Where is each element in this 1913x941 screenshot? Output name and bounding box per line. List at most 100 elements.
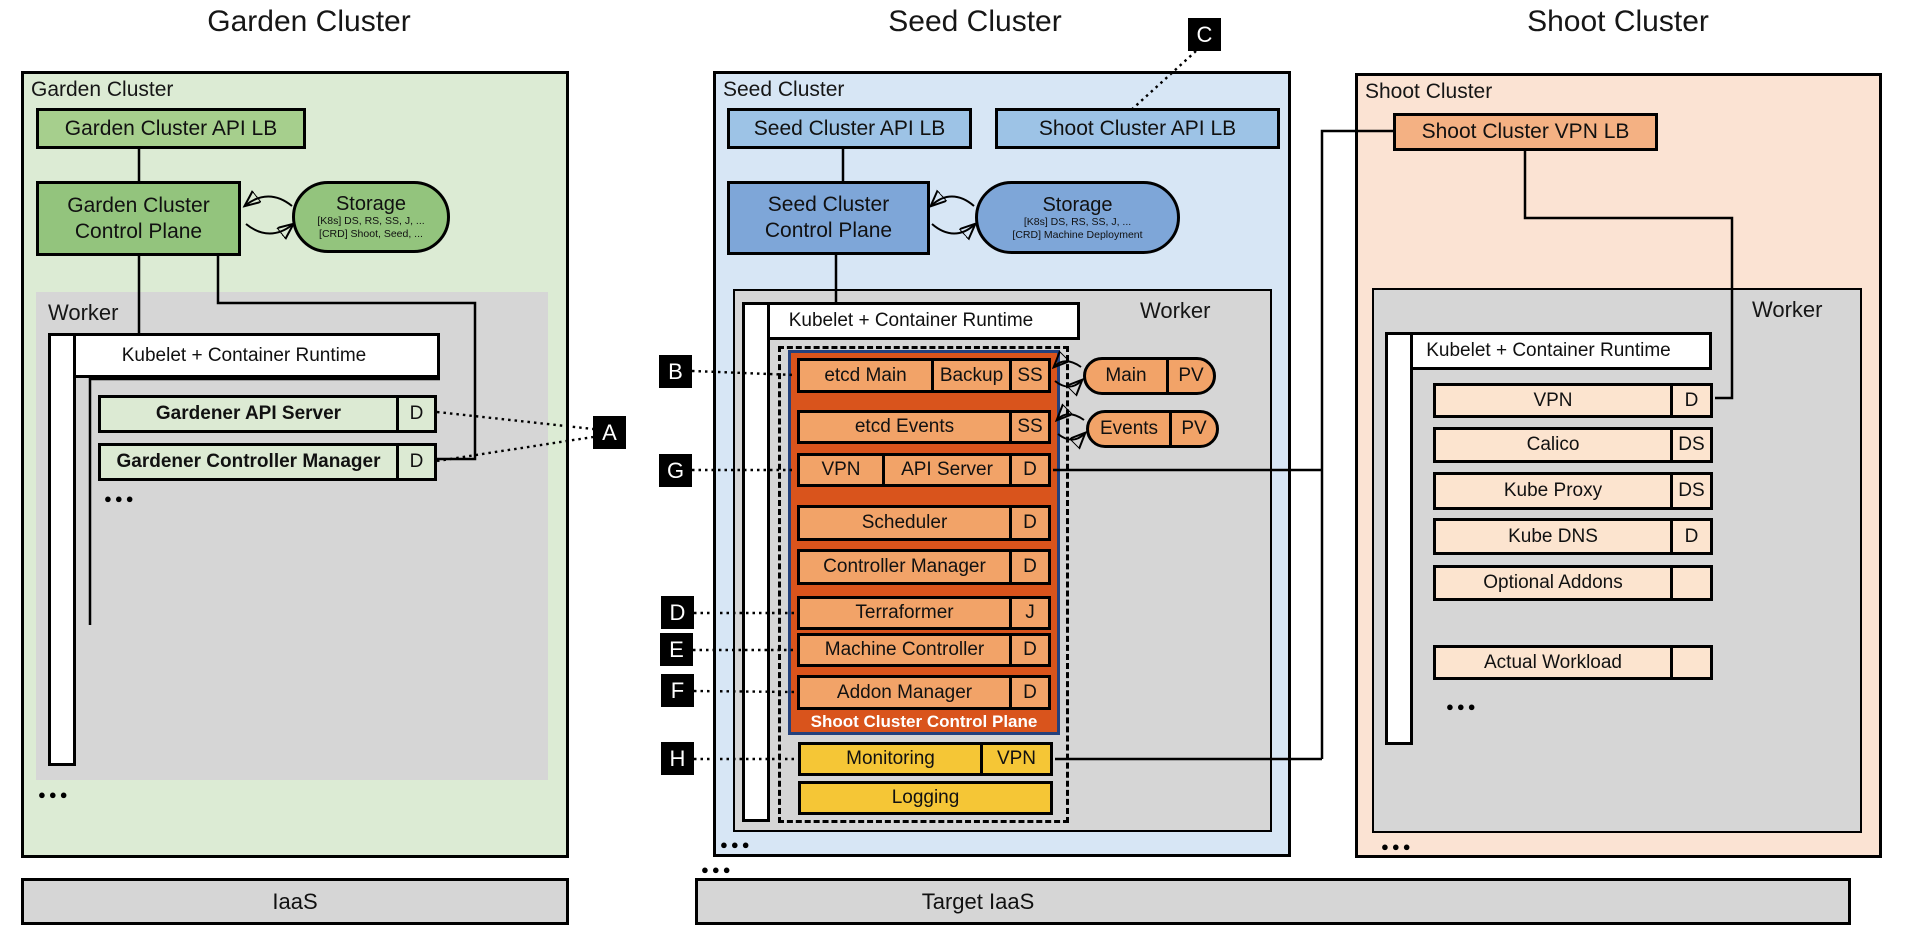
garden-storage-k8s: [K8s] DS, RS, SS, J, ... xyxy=(317,215,425,227)
marker-b: B xyxy=(659,355,692,388)
garden-api-server-badge: D xyxy=(396,398,434,430)
garden-control-plane-line2: Control Plane xyxy=(74,219,203,243)
row-controller-manager: Controller Manager D xyxy=(797,549,1051,585)
seed-control-plane-line2: Control Plane xyxy=(764,219,893,242)
kube-proxy-badge: DS xyxy=(1670,475,1710,507)
pv-events-badge: PV xyxy=(1169,413,1216,445)
seed-control-plane: Seed Cluster Control Plane xyxy=(727,181,930,255)
shoot-vpn-badge: D xyxy=(1670,386,1710,415)
seed-storage: Storage [K8s] DS, RS, SS, J, ... [CRD] M… xyxy=(975,181,1180,254)
garden-control-plane-line1: Garden Cluster xyxy=(67,193,210,217)
garden-storage: Storage [K8s] DS, RS, SS, J, ... [CRD] S… xyxy=(292,181,450,253)
shoot-title: Shoot Cluster xyxy=(1527,5,1709,38)
target-iaas-label: Target IaaS xyxy=(921,888,1035,914)
kube-dns-badge: D xyxy=(1670,521,1710,552)
scheduler-badge: D xyxy=(1009,508,1048,538)
optional-addons-badge xyxy=(1670,568,1710,598)
row-etcd-main: etcd Main Backup SS xyxy=(797,358,1051,393)
seed-vpn-label: VPN xyxy=(800,456,882,484)
addon-manager-label: Addon Manager xyxy=(800,678,1009,707)
pv-main-label: Main xyxy=(1105,365,1147,386)
pv-events: Events PV xyxy=(1086,410,1219,448)
seed-storage-crd: [CRD] Machine Deployment xyxy=(1012,228,1143,241)
marker-g: G xyxy=(659,454,692,487)
row-scheduler: Scheduler D xyxy=(797,505,1051,541)
actual-workload-label: Actual Workload xyxy=(1484,651,1622,673)
row-machine-controller: Machine Controller D xyxy=(797,633,1051,667)
seed-controller-manager-badge: D xyxy=(1009,552,1048,582)
shoot-worker-label: Worker xyxy=(1752,297,1823,322)
garden-worker-label: Worker xyxy=(48,300,119,325)
row-monitoring: Monitoring VPN xyxy=(798,742,1053,776)
etcd-events-badge: SS xyxy=(1009,413,1048,441)
garden-kubelet: Kubelet + Container Runtime xyxy=(48,333,440,378)
seed-controller-manager-label: Controller Manager xyxy=(800,552,1009,582)
actual-workload-badge xyxy=(1670,648,1710,677)
monitoring-label: Monitoring xyxy=(801,745,980,773)
seed-worker-label: Worker xyxy=(1140,298,1211,323)
kube-dns-label: Kube DNS xyxy=(1508,525,1598,547)
seed-title: Seed Cluster xyxy=(888,5,1062,38)
shoot-workers-ellipsis: ●●● xyxy=(1381,839,1414,854)
seed-api-server-badge: D xyxy=(1009,456,1048,484)
shoot-pods-ellipsis: ●●● xyxy=(1446,699,1479,714)
garden-api-lb: Garden Cluster API LB xyxy=(36,108,306,149)
garden-title: Garden Cluster xyxy=(207,5,411,38)
marker-c: C xyxy=(1188,18,1221,51)
etcd-main-badge: SS xyxy=(1009,361,1048,390)
row-logging: Logging xyxy=(798,781,1053,815)
pv-main-badge: PV xyxy=(1166,360,1213,392)
seed-storage-title: Storage xyxy=(1042,193,1113,216)
garden-storage-crd: [CRD] Shoot, Seed, ... xyxy=(319,228,423,240)
garden-workers-ellipsis: ●●● xyxy=(38,787,71,802)
seed-pod-dashed-box xyxy=(778,346,1069,823)
pv-main: Main PV xyxy=(1083,357,1216,395)
shoot-vpn-lb: Shoot Cluster VPN LB xyxy=(1393,113,1658,151)
garden-iaas-bar: IaaS xyxy=(21,878,569,925)
shoot-vpn-label: VPN xyxy=(1533,389,1573,411)
row-shoot-vpn: VPN D xyxy=(1433,383,1713,418)
marker-a: A xyxy=(593,416,626,449)
row-kube-dns: Kube DNS D xyxy=(1433,518,1713,555)
shoot-kubelet: Kubelet + Container Runtime xyxy=(1385,332,1712,370)
calico-label: Calico xyxy=(1526,434,1580,455)
seed-api-lb: Seed Cluster API LB xyxy=(727,108,972,149)
scheduler-label: Scheduler xyxy=(800,508,1009,538)
addon-manager-badge: D xyxy=(1009,678,1048,707)
etcd-main-label: etcd Main xyxy=(800,361,931,390)
marker-e: E xyxy=(660,633,693,666)
terraformer-badge: J xyxy=(1009,599,1048,627)
shoot-api-lb: Shoot Cluster API LB xyxy=(995,108,1280,149)
seed-api-server-label: API Server xyxy=(882,456,1009,484)
seed-storage-k8s: [K8s] DS, RS, SS, J, ... xyxy=(1023,215,1132,228)
row-addon-manager: Addon Manager D xyxy=(797,675,1051,710)
shoot-node-strip xyxy=(1385,332,1413,745)
etcd-events-label: etcd Events xyxy=(800,413,1009,441)
shoot-control-plane-caption: Shoot Cluster Control Plane xyxy=(810,712,1038,731)
garden-controller-manager-badge: D xyxy=(396,446,434,478)
garden-storage-title: Storage xyxy=(335,193,407,215)
row-etcd-events: etcd Events SS xyxy=(797,410,1051,444)
seed-node-strip xyxy=(742,302,770,822)
garden-row-api-server: Gardener API Server D xyxy=(98,395,437,433)
terraformer-label: Terraformer xyxy=(800,599,1009,627)
kube-proxy-label: Kube Proxy xyxy=(1503,480,1603,501)
target-iaas-bar: Target IaaS xyxy=(695,878,1851,925)
row-optional-addons: Optional Addons xyxy=(1433,565,1713,601)
garden-node-strip xyxy=(48,333,76,766)
seed-control-plane-line1: Seed Cluster xyxy=(767,193,890,216)
shoot-box-label: Shoot Cluster xyxy=(1365,80,1493,103)
seed-box-label: Seed Cluster xyxy=(723,78,845,101)
garden-api-server-label: Gardener API Server xyxy=(155,403,342,424)
marker-h: H xyxy=(661,742,694,775)
row-actual-workload: Actual Workload xyxy=(1433,645,1713,680)
pv-events-label: Events xyxy=(1099,418,1159,439)
seeds-ellipsis: ●●● xyxy=(701,862,734,877)
row-vpn-api-server: VPN API Server D xyxy=(797,453,1051,487)
calico-badge: DS xyxy=(1670,430,1710,460)
marker-d: D xyxy=(661,596,694,629)
row-terraformer: Terraformer J xyxy=(797,596,1051,630)
seed-workers-ellipsis: ●●● xyxy=(720,837,753,852)
garden-box-label: Garden Cluster xyxy=(31,78,174,101)
marker-f: F xyxy=(661,674,694,707)
